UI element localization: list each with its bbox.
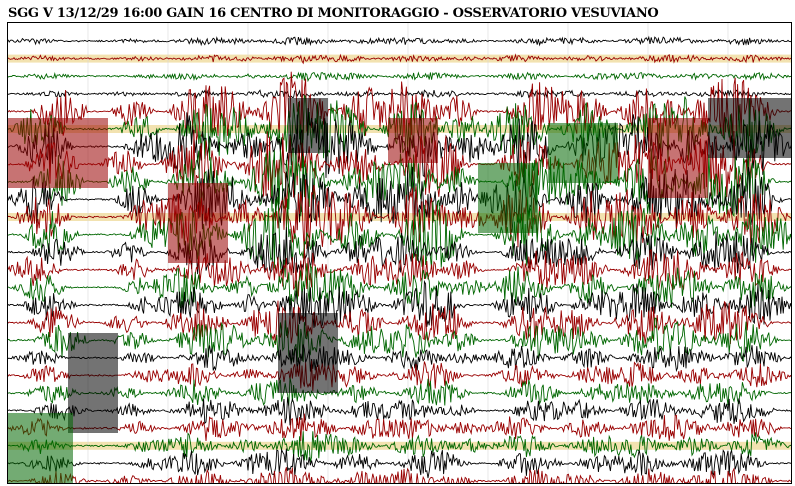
seismic-trace xyxy=(8,263,791,309)
saturated-signal-block xyxy=(168,183,228,263)
seismic-trace xyxy=(8,397,791,426)
minute-marker-band xyxy=(8,441,791,450)
seismic-trace xyxy=(8,53,791,65)
seismogram-header: SGG V 13/12/29 16:00 GAIN 16 CENTRO DI M… xyxy=(8,6,659,21)
saturated-signal-block xyxy=(548,123,618,183)
seismic-trace xyxy=(8,279,791,329)
seismic-trace xyxy=(8,249,791,298)
seismic-trace xyxy=(8,71,791,83)
seismogram-traces xyxy=(8,23,791,483)
seismic-trace xyxy=(8,467,791,483)
seismic-trace xyxy=(8,377,791,406)
seismic-trace xyxy=(8,413,791,442)
seismogram-plot xyxy=(7,22,792,484)
seismic-trace xyxy=(8,71,791,145)
seismic-trace xyxy=(8,300,791,346)
saturated-signal-block xyxy=(278,313,338,393)
saturated-signal-block xyxy=(8,413,73,483)
saturated-signal-block xyxy=(388,118,438,163)
saturated-signal-block xyxy=(68,333,118,433)
minute-marker-band xyxy=(8,213,791,221)
saturated-signal-block xyxy=(478,163,538,233)
saturated-signal-block xyxy=(8,118,108,188)
seismic-trace xyxy=(8,317,791,364)
seismic-trace xyxy=(8,360,791,391)
saturated-signal-block xyxy=(708,98,791,158)
seismic-trace xyxy=(8,227,791,275)
seismic-trace xyxy=(8,196,791,278)
saturated-signal-block xyxy=(288,98,328,153)
seismic-trace xyxy=(8,35,791,47)
seismic-trace xyxy=(8,179,791,255)
seismic-trace xyxy=(8,448,791,479)
saturated-signal-block xyxy=(648,118,708,198)
seismic-trace xyxy=(8,344,791,373)
seismic-trace xyxy=(8,431,791,463)
seismic-trace xyxy=(8,88,791,99)
seismic-trace xyxy=(8,166,791,233)
